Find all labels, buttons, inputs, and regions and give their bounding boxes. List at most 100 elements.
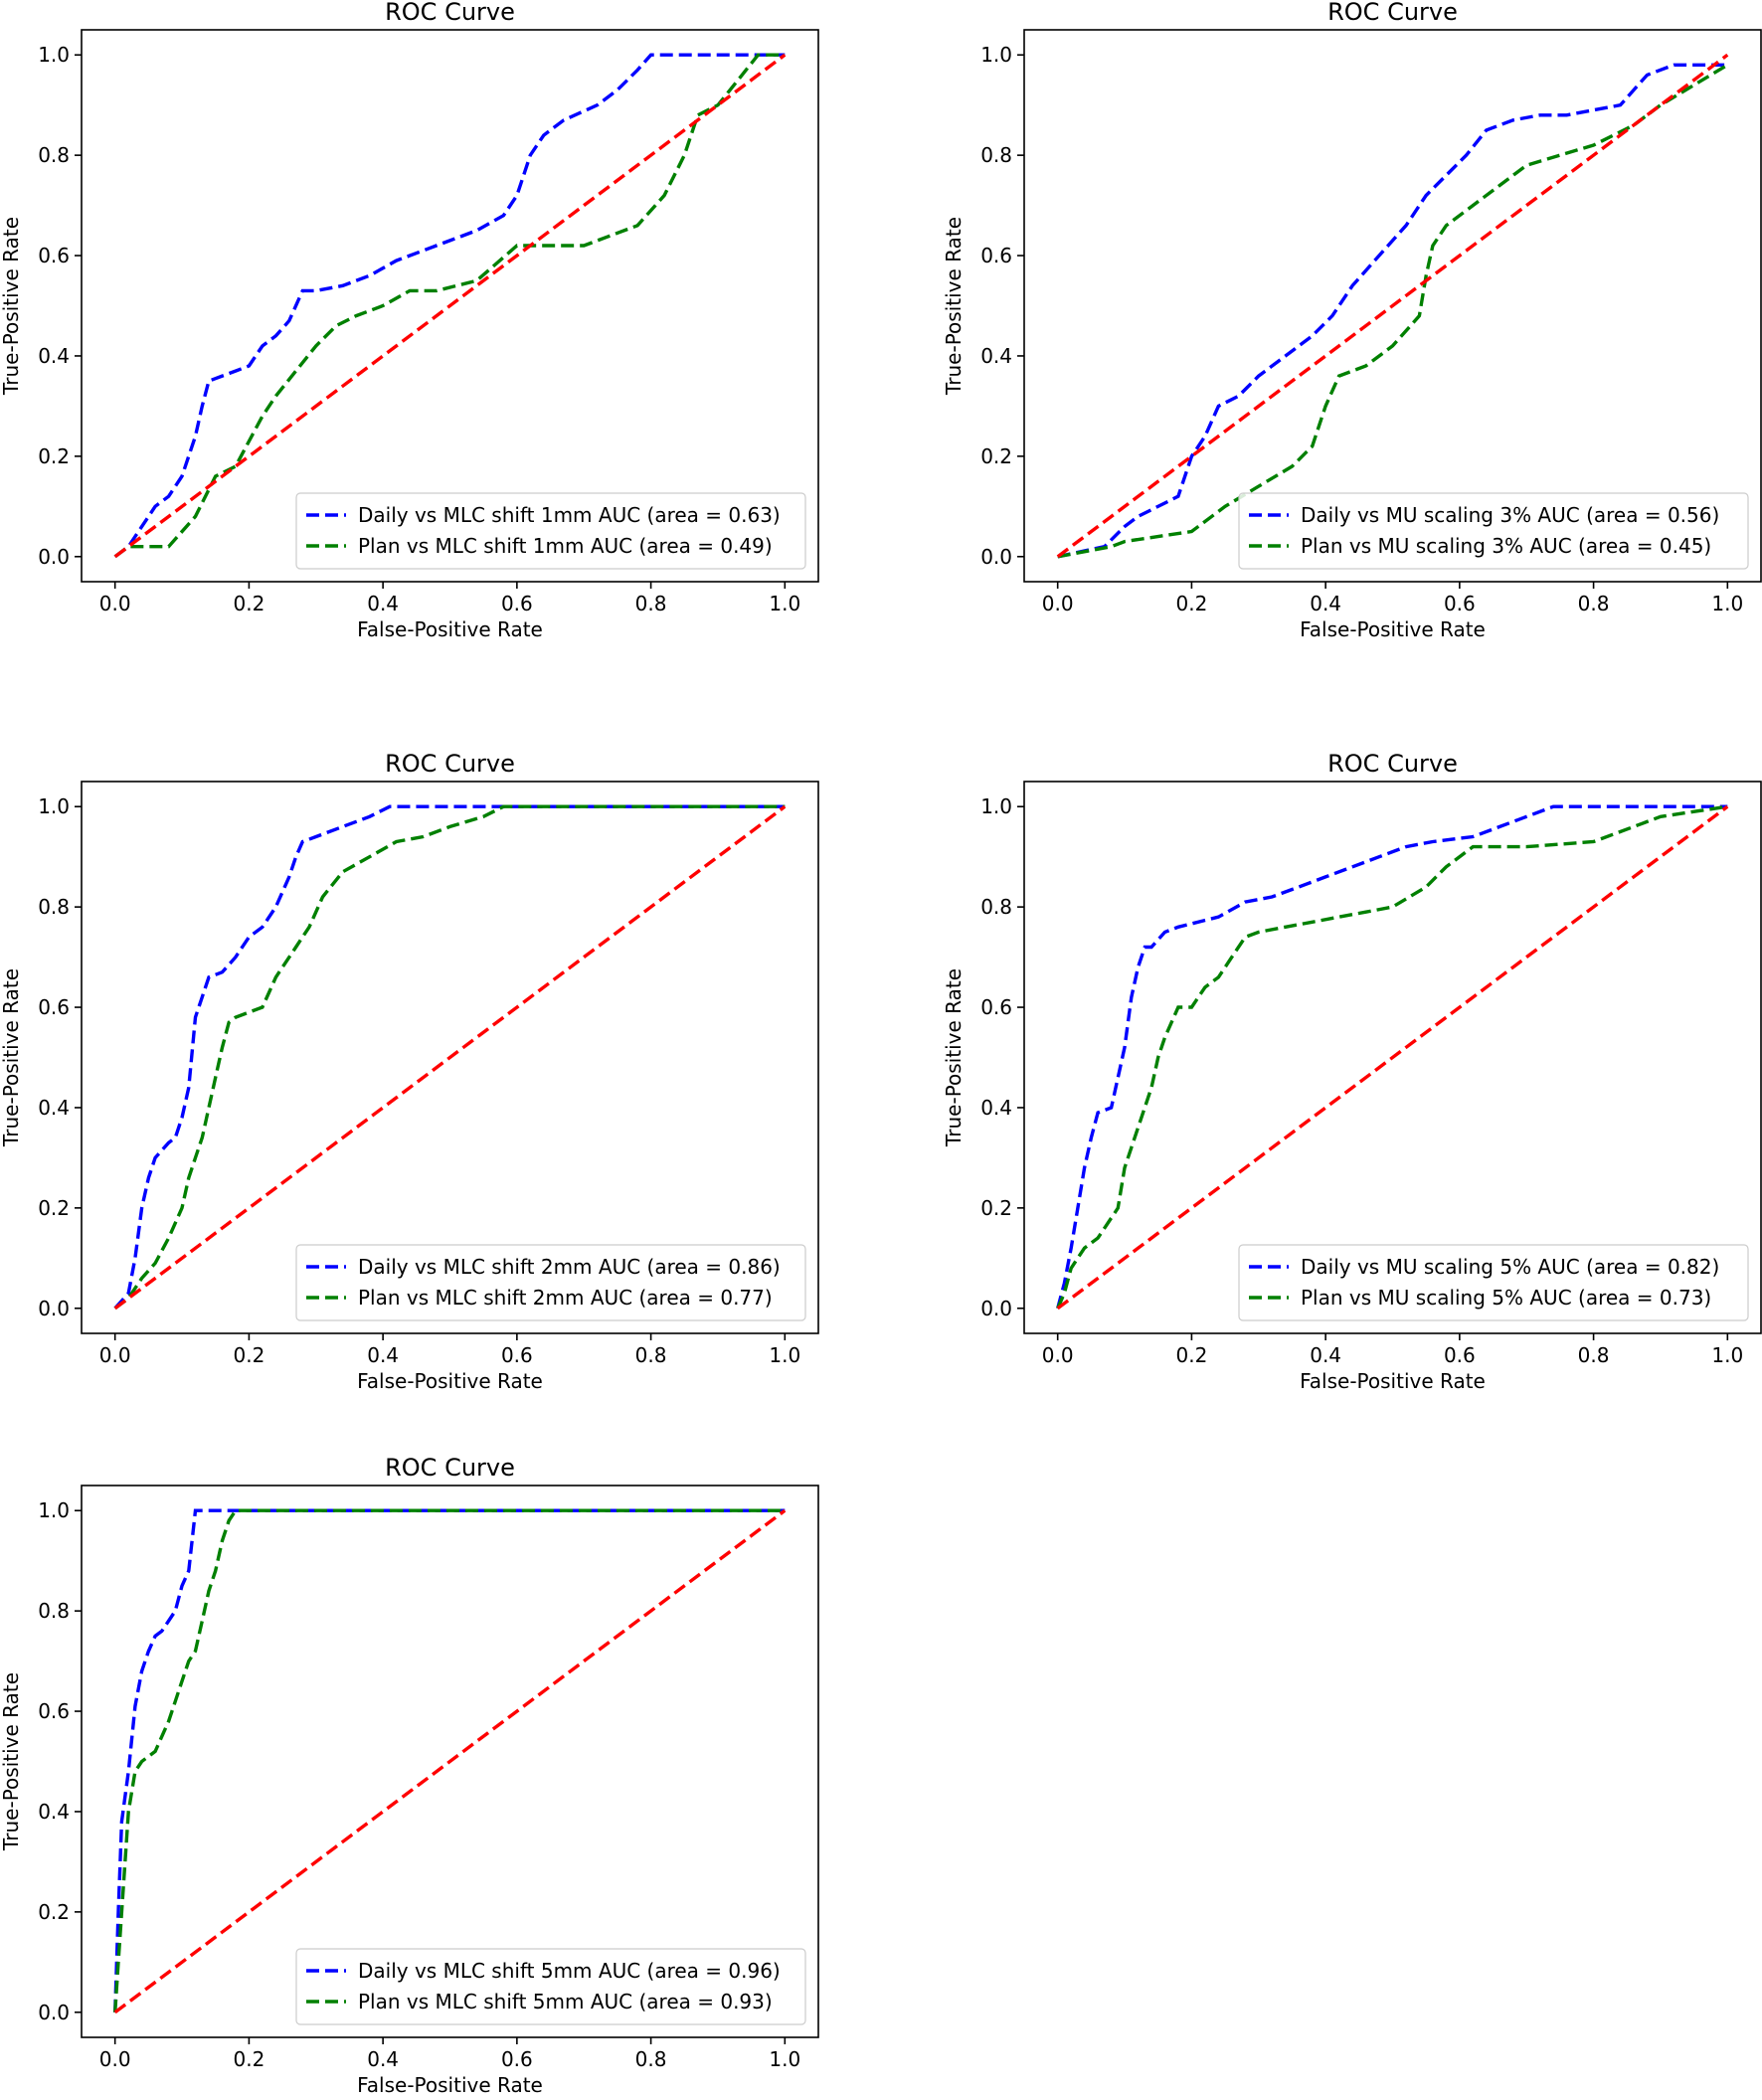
x-tick-label: 1.0	[1711, 592, 1743, 615]
legend: Daily vs MLC shift 5mm AUC (area = 0.96)…	[295, 1948, 806, 2025]
y-tick-label: 1.0	[38, 43, 70, 67]
plot-frame	[81, 29, 819, 583]
y-tick-label: 0.8	[980, 143, 1012, 167]
legend-entry: Daily vs MU scaling 3% AUC (area = 0.56)	[1301, 503, 1719, 527]
legend-entry: Daily vs MU scaling 5% AUC (area = 0.82)	[1301, 1255, 1719, 1279]
x-axis-label: False-Positive Rate	[357, 2073, 543, 2097]
y-tick-label: 0.6	[38, 995, 70, 1019]
y-axis-label: True-Positive Rate	[0, 1672, 23, 1851]
legend: Daily vs MU scaling 5% AUC (area = 0.82)…	[1238, 1244, 1749, 1321]
y-axis-label: True-Positive Rate	[0, 968, 23, 1147]
chart-1: ROC Curve 0.0 0.2 0.4 0.6 0.8 1.0 0.0 0.2 0.4 0.6 0…	[0, 0, 819, 641]
x-tick-label: 1.0	[1711, 1343, 1743, 1367]
y-tick-label: 0.6	[980, 995, 1012, 1019]
y-tick-label: 1.0	[980, 794, 1012, 818]
y-tick-label: 0.8	[38, 1599, 70, 1623]
y-tick-label: 0.4	[38, 1096, 70, 1120]
y-tick-label: 0.6	[38, 1699, 70, 1723]
y-tick-label: 0.0	[980, 1297, 1012, 1320]
x-axis-label: False-Positive Rate	[357, 617, 543, 641]
x-tick-label: 0.0	[99, 2047, 131, 2071]
x-tick-label: 0.4	[367, 592, 399, 615]
x-tick-label: 0.0	[99, 1343, 131, 1367]
x-tick-label: 0.2	[1176, 1343, 1208, 1367]
y-tick-label: 0.0	[38, 2001, 70, 2024]
chart-4: ROC Curve 0.0 0.2 0.4 0.6 0.8 1.0 0.0 0.2 0.4 0.6 0…	[942, 750, 1762, 1393]
x-tick-label: 0.8	[635, 592, 667, 615]
y-tick-label: 0.8	[38, 895, 70, 919]
y-tick-label: 0.8	[38, 143, 70, 167]
x-tick-label: 0.0	[1042, 1343, 1074, 1367]
chart-3: ROC Curve 0.0 0.2 0.4 0.6 0.8 1.0 0.0 0.2 0.4 0.6 0…	[0, 750, 819, 1393]
x-tick-label: 1.0	[769, 2047, 800, 2071]
legend-box	[1238, 1244, 1749, 1321]
y-tick-label: 0.2	[38, 1196, 70, 1220]
legend-box	[295, 492, 806, 570]
y-tick-label: 0.0	[38, 1297, 70, 1320]
daily-roc-line	[1056, 804, 1728, 1310]
chart-5: ROC Curve 0.0 0.2 0.4 0.6 0.8 1.0 0.0 0.2 0.4 0.6 0…	[0, 1454, 819, 2097]
daily-roc-line	[113, 53, 786, 559]
legend-entry: Daily vs MLC shift 1mm AUC (area = 0.63)	[358, 503, 781, 527]
legend-box	[295, 1244, 806, 1321]
legend-entry: Daily vs MLC shift 5mm AUC (area = 0.96)	[358, 1959, 781, 1983]
legend-entry: Plan vs MLC shift 5mm AUC (area = 0.93)	[358, 1990, 773, 2013]
plot-frame	[1023, 781, 1762, 1334]
daily-roc-line	[1057, 63, 1728, 559]
x-tick-label: 0.6	[1444, 1343, 1476, 1367]
x-tick-label: 0.6	[501, 592, 533, 615]
x-tick-label: 0.4	[367, 1343, 399, 1367]
x-tick-label: 0.8	[635, 1343, 667, 1367]
reference-diagonal-line	[113, 53, 787, 559]
reference-diagonal-line	[1056, 53, 1729, 559]
y-tick-label: 0.4	[980, 1096, 1012, 1120]
y-tick-label: 1.0	[38, 1498, 70, 1522]
legend: Daily vs MLC shift 1mm AUC (area = 0.63)…	[295, 492, 806, 570]
legend-entry: Plan vs MLC shift 1mm AUC (area = 0.49)	[358, 534, 773, 558]
chart-title: ROC Curve	[385, 1454, 515, 1482]
x-tick-label: 0.6	[501, 2047, 533, 2071]
x-tick-label: 0.8	[1578, 592, 1610, 615]
daily-roc-line	[113, 1508, 786, 2012]
x-tick-label: 0.0	[99, 592, 131, 615]
plan-roc-line	[1056, 804, 1728, 1310]
chart-title: ROC Curve	[1327, 750, 1458, 778]
plan-roc-line	[113, 53, 786, 559]
y-axis-label: True-Positive Rate	[942, 968, 966, 1147]
y-tick-label: 0.8	[980, 895, 1012, 919]
y-tick-label: 0.6	[980, 244, 1012, 267]
reference-diagonal-line	[113, 1508, 787, 2014]
daily-roc-line	[113, 804, 786, 1310]
x-tick-label: 0.6	[501, 1343, 533, 1367]
reference-diagonal-line	[113, 804, 787, 1311]
legend: Daily vs MU scaling 3% AUC (area = 0.56)…	[1238, 492, 1749, 570]
y-axis-label: True-Positive Rate	[0, 217, 23, 396]
plan-roc-line	[1057, 63, 1729, 559]
y-tick-label: 0.2	[980, 444, 1012, 468]
x-axis-label: False-Positive Rate	[357, 1369, 543, 1393]
chart-title: ROC Curve	[1327, 0, 1458, 26]
legend-box	[1238, 492, 1749, 570]
x-tick-label: 0.2	[234, 592, 265, 615]
legend-entry: Daily vs MLC shift 2mm AUC (area = 0.86)	[358, 1255, 781, 1279]
plot-frame	[81, 781, 819, 1334]
x-tick-label: 0.2	[1176, 592, 1208, 615]
chart-title: ROC Curve	[385, 0, 515, 26]
y-tick-label: 0.2	[38, 444, 70, 468]
y-tick-label: 0.6	[38, 244, 70, 267]
y-tick-label: 0.4	[38, 344, 70, 368]
x-tick-label: 1.0	[769, 592, 800, 615]
y-tick-label: 0.2	[38, 1900, 70, 1924]
plan-roc-line	[113, 804, 786, 1311]
x-tick-label: 0.8	[635, 2047, 667, 2071]
x-tick-label: 0.4	[1310, 592, 1341, 615]
legend-box	[295, 1948, 806, 2025]
x-tick-label: 0.0	[1042, 592, 1074, 615]
plot-frame	[81, 1485, 819, 2038]
plan-roc-line	[113, 1508, 786, 2012]
legend: Daily vs MLC shift 2mm AUC (area = 0.86)…	[295, 1244, 806, 1321]
x-tick-label: 0.2	[234, 2047, 265, 2071]
x-axis-label: False-Positive Rate	[1300, 1369, 1486, 1393]
y-tick-label: 0.2	[980, 1196, 1012, 1220]
